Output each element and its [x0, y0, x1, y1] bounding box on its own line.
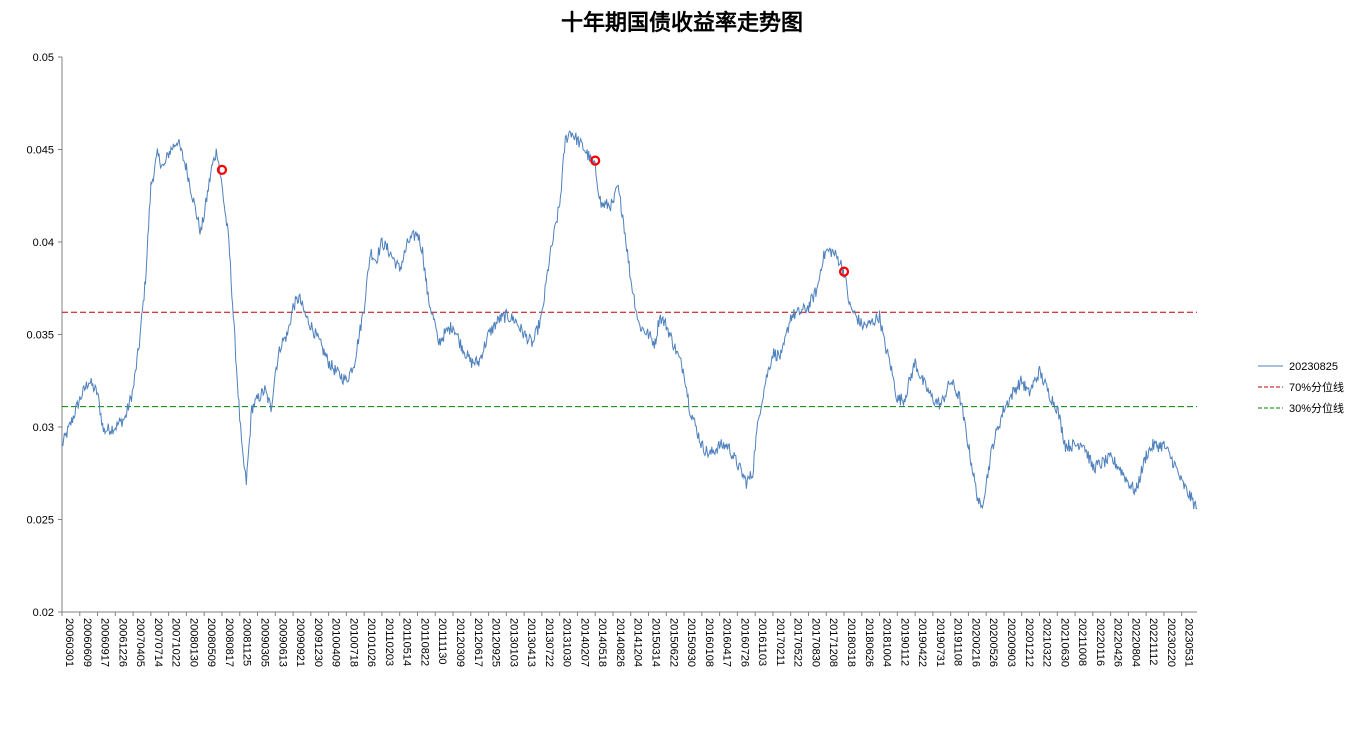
- x-tick-label: 20071022: [170, 618, 182, 667]
- legend-label: 20230825: [1289, 361, 1338, 373]
- x-tick-label: 20101026: [365, 618, 377, 667]
- x-tick-label: 20110822: [418, 618, 430, 666]
- x-tick-label: 20080509: [205, 618, 217, 667]
- x-tick-label: 20120925: [490, 618, 502, 667]
- x-tick-label: 20200216: [969, 618, 981, 667]
- x-tick-label: 20140518: [596, 618, 608, 667]
- x-tick-label: 20141204: [632, 618, 644, 667]
- x-tick-label: 20160108: [703, 618, 715, 667]
- series-line: [61, 130, 1198, 510]
- y-tick-label: 0.025: [26, 515, 54, 527]
- x-tick-label: 20161103: [756, 618, 768, 666]
- x-tick-label: 20060301: [63, 618, 75, 667]
- x-tick-label: 20081125: [241, 618, 253, 666]
- x-tick-label: 20140207: [578, 618, 590, 667]
- x-tick-label: 20130413: [525, 618, 537, 667]
- x-tick-label: 20090613: [276, 618, 288, 667]
- legend-label: 30%分位线: [1289, 401, 1344, 415]
- x-tick-label: 20211008: [1076, 618, 1088, 666]
- x-tick-label: 20100718: [347, 618, 359, 667]
- y-tick-label: 0.02: [33, 607, 54, 619]
- legend: 20230825 70%分位线 30%分位线: [1258, 361, 1344, 415]
- y-tick-label: 0.045: [26, 145, 54, 157]
- x-tick-label: 20150930: [685, 618, 697, 667]
- x-tick-label: 20190731: [934, 618, 946, 667]
- x-tick-label: 20171208: [827, 618, 839, 667]
- x-tick-label: 20131030: [561, 618, 573, 667]
- x-tick-label: 20090305: [259, 618, 271, 667]
- x-tick-label: 20210630: [1058, 618, 1070, 667]
- legend-label: 70%分位线: [1289, 380, 1344, 394]
- x-tick-label: 20080817: [223, 618, 235, 667]
- reference-lines: [62, 311, 1197, 408]
- y-tick-group: 0.05 0.045 0.04 0.035 0.03 0.025 0.02: [26, 52, 62, 619]
- x-tick-label: 20111130: [436, 618, 448, 665]
- x-tick-label: 20170830: [809, 618, 821, 667]
- x-tick-label: 20091230: [312, 618, 324, 667]
- plot-area: 0.05 0.045 0.04 0.035 0.03 0.025 0.02 20060301…: [26, 52, 1198, 667]
- x-tick-label: 20170211: [774, 618, 786, 666]
- series-group: [61, 130, 1198, 510]
- x-tick-label: 20170522: [792, 618, 804, 667]
- x-tick-label: 20060917: [99, 618, 111, 667]
- y-tick-label: 0.035: [26, 330, 54, 342]
- x-tick-label: 20070714: [152, 618, 164, 667]
- chart-title: 十年期国债收益率走势图: [561, 10, 803, 36]
- x-tick-label: 20221112: [1147, 618, 1159, 665]
- x-tick-label: 20230531: [1183, 618, 1195, 667]
- x-tick-label: 20150622: [667, 618, 679, 667]
- x-tick-label: 20180318: [845, 618, 857, 667]
- x-tick-label: 20080130: [187, 618, 199, 667]
- y-tick-label: 0.04: [33, 237, 54, 249]
- x-tick-label: 20140826: [614, 618, 626, 667]
- x-tick-label: 20120309: [454, 618, 466, 667]
- x-tick-label: 20120617: [472, 618, 484, 667]
- x-tick-label: 20220426: [1112, 618, 1124, 667]
- highlight-marker: [590, 155, 601, 166]
- x-tick-label: 20110514: [401, 618, 413, 666]
- x-tick-label: 20191108: [952, 618, 964, 666]
- x-tick-label: 20180626: [863, 618, 875, 667]
- x-tick-label: 20100409: [330, 618, 342, 667]
- x-tick-label: 20200526: [987, 618, 999, 667]
- x-tick-label: 20190112: [898, 618, 910, 666]
- x-tick-group: 20060301 20060609 20060917 20061226 20070405…: [61, 612, 1195, 667]
- y-tick-label: 0.05: [33, 52, 54, 64]
- x-tick-label: 20220804: [1129, 618, 1141, 667]
- x-tick-label: 20181004: [881, 618, 893, 667]
- marker-group: [216, 155, 850, 277]
- highlight-marker: [838, 266, 850, 277]
- x-tick-label: 20070405: [134, 618, 146, 667]
- x-tick-label: 20160417: [721, 618, 733, 667]
- x-tick-label: 20160726: [738, 618, 750, 667]
- x-tick-label: 20230220: [1165, 618, 1177, 667]
- x-tick-label: 20150314: [650, 618, 662, 667]
- x-tick-label: 20200903: [1005, 618, 1017, 667]
- x-tick-label: 20201212: [1023, 618, 1035, 667]
- y-tick-label: 0.03: [33, 422, 54, 434]
- x-tick-label: 20210322: [1041, 618, 1053, 667]
- x-tick-label: 20130103: [507, 618, 519, 667]
- x-tick-label: 20090921: [294, 618, 306, 667]
- x-tick-label: 20130722: [543, 618, 555, 667]
- x-tick-label: 20220116: [1094, 618, 1106, 666]
- highlight-marker: [216, 164, 228, 175]
- x-tick-label: 20110203: [383, 618, 395, 666]
- x-tick-label: 20060609: [81, 618, 93, 667]
- x-tick-label: 20061226: [116, 618, 128, 667]
- x-tick-label: 20190422: [916, 618, 928, 667]
